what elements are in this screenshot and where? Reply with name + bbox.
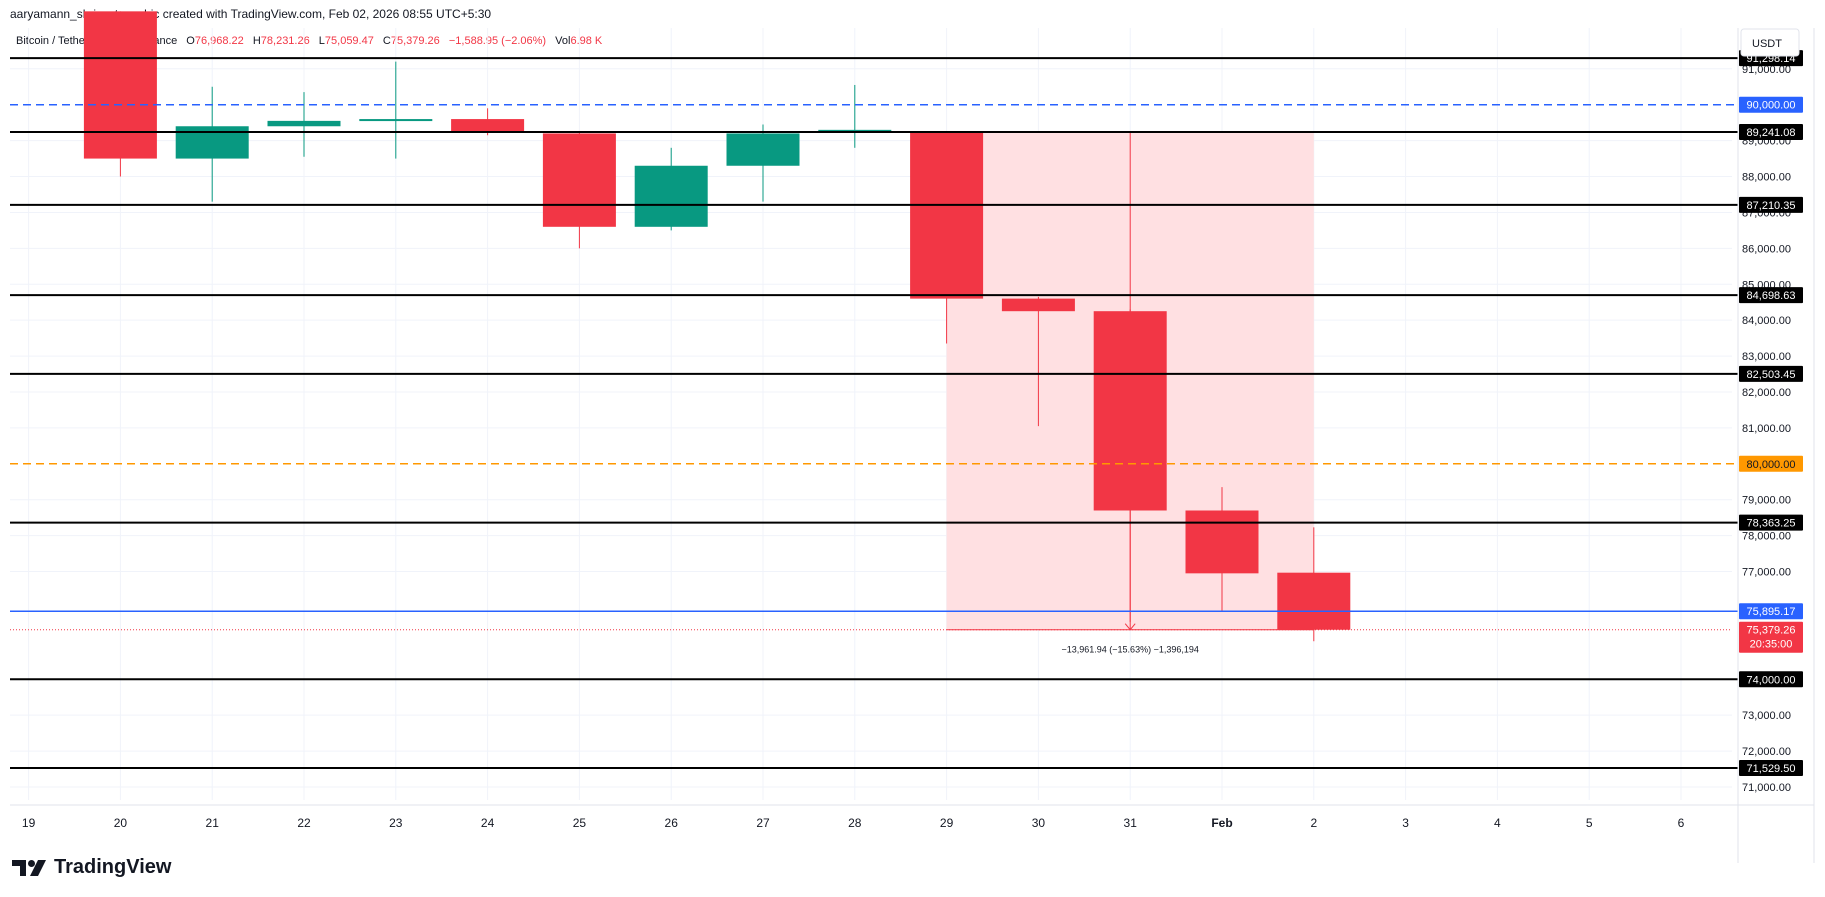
time-tick-label: Feb [1211,816,1232,830]
low-value: 75,059.47 [324,35,374,47]
price-level-badge [1739,455,1803,472]
high-label: H [252,35,261,47]
price-tick-label: 79,000.00 [1742,495,1791,507]
candle-body [1093,311,1167,511]
candle-body [1185,510,1259,574]
change-value: −1,588.95 (−2.06%) [448,35,547,47]
open-value: 76,968.22 [194,35,244,47]
candle-body [818,129,892,132]
candle-body [634,165,708,227]
price-tick-label: 72,000.00 [1742,746,1791,758]
time-tick-label: 30 [1032,816,1046,830]
time-tick-label: 29 [940,816,954,830]
time-tick-label: 20 [114,816,128,830]
price-level-badge-label: 90,000.00 [1747,100,1796,112]
time-tick-label: 6 [1678,816,1685,830]
price-tick-label: 81,000.00 [1742,423,1791,435]
open-label: O [186,35,195,47]
candle-body [1277,572,1351,630]
price-level-badge [1739,603,1803,620]
price-level-badge-label: 80,000.00 [1747,459,1796,471]
price-tick-label: 86,000.00 [1742,243,1791,255]
time-tick-label: 26 [665,816,679,830]
time-tick-label: 5 [1586,816,1593,830]
time-tick-label: 21 [206,816,220,830]
time-tick-label: 4 [1494,816,1501,830]
time-tick-label: 28 [848,816,862,830]
price-tick-label: 91,000.00 [1742,64,1791,76]
price-level-badge-label: 82,503.45 [1747,369,1796,381]
price-level-badge-label: 75,895.17 [1747,606,1796,618]
price-tick-label: 84,000.00 [1742,315,1791,327]
price-tick-label: 73,000.00 [1742,710,1791,722]
price-level-badge [1739,671,1803,688]
tradingview-logo[interactable]: TradingView [12,856,171,879]
candle-body [451,119,525,132]
time-tick-label: 23 [389,816,403,830]
time-tick-label: 3 [1402,816,1409,830]
price-level-badge [1739,514,1803,531]
time-tick-label: 31 [1124,816,1138,830]
close-value: 75,379.26 [390,35,440,47]
price-level-badge-label: 84,698.63 [1747,290,1796,302]
price-level-badge [1739,365,1803,382]
low-label: L [318,35,325,47]
price-tick-label: 88,000.00 [1742,172,1791,184]
currency-label: USDT [1752,38,1782,50]
price-level-badge-label: 87,210.35 [1747,200,1796,212]
countdown-label: 20:35:00 [1750,639,1793,651]
time-tick-label: 27 [756,816,770,830]
time-tick-label: 19 [22,816,36,830]
last-price-label: 75,379.26 [1747,625,1796,637]
candle-body [726,133,800,166]
price-level-badge [1739,759,1803,776]
volume-label: Vol [555,35,571,47]
time-tick-label: 24 [481,816,495,830]
tradingview-logo-text: TradingView [54,856,172,878]
price-tick-label: 71,000.00 [1742,782,1791,794]
price-level-badge-label: 78,363.25 [1747,518,1796,530]
price-level-badge [1739,96,1803,113]
price-tick-label: 78,000.00 [1742,531,1791,543]
candle-body [1001,298,1075,312]
candle-body [359,119,433,122]
currency-box [1740,28,1800,57]
price-tick-label: 77,000.00 [1742,567,1791,579]
time-tick-label: 2 [1310,816,1317,830]
close-label: C [382,35,391,47]
price-tick-label: 83,000.00 [1742,351,1791,363]
candle-body [83,11,157,159]
candle-body [267,120,341,127]
price-tick-label: 82,000.00 [1742,387,1791,399]
tradingview-logo-icon [12,859,46,876]
price-level-badge-label: 71,529.50 [1747,763,1796,775]
candle-body [542,133,616,227]
price-level-badge-label: 74,000.00 [1747,674,1796,686]
time-tick-label: 22 [297,816,311,830]
price-level-badge-label: 89,241.08 [1747,127,1796,139]
last-price-badge [1739,621,1803,653]
high-value: 78,231.26 [260,35,310,47]
time-tick-label: 25 [573,816,587,830]
volume-value: 6.98 K [570,35,603,47]
price-level-badge [1739,287,1803,304]
candle-body [910,131,984,299]
price-level-badge [1739,123,1803,140]
measure-label: −13,961.94 (−15.63%) −1,396,194 [1062,645,1199,655]
price-level-badge [1739,196,1803,213]
